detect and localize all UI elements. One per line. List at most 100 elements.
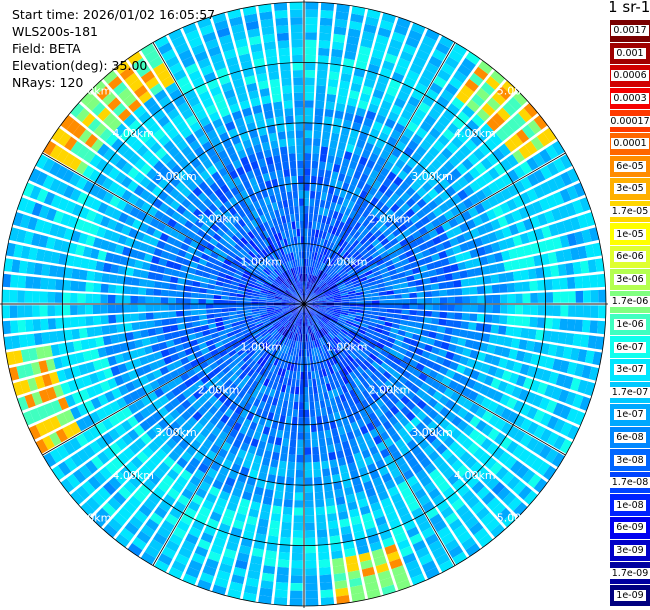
range-gate-cell: [288, 314, 294, 321]
range-gate-cell: [366, 395, 375, 405]
range-gate-cell: [304, 115, 313, 123]
range-gate-cell: [266, 371, 273, 380]
range-gate-cell: [304, 304, 307, 312]
range-gate-cell: [488, 414, 500, 427]
range-gate-cell: [349, 248, 358, 256]
range-gate-cell: [268, 315, 277, 320]
range-gate-cell: [232, 159, 242, 170]
range-gate-cell: [161, 282, 170, 290]
range-gate-cell: [189, 139, 201, 151]
range-gate-cell: [560, 291, 569, 303]
range-gate-cell: [139, 130, 152, 144]
range-gate-cell: [133, 510, 148, 524]
range-gate-cell: [145, 372, 156, 383]
range-gate-cell: [304, 153, 312, 161]
range-gate-cell: [383, 357, 393, 366]
range-gate-cell: [508, 223, 520, 236]
range-gate-cell: [492, 205, 504, 218]
range-gate-cell: [311, 325, 315, 333]
range-gate-cell: [276, 359, 283, 368]
range-gate-cell: [361, 228, 370, 237]
range-gate-cell: [351, 592, 366, 603]
range-gate-cell: [153, 532, 167, 546]
range-gate-cell: [189, 457, 201, 469]
colorbar-level: 6e-07: [610, 335, 650, 358]
range-gate-cell: [197, 462, 209, 474]
azimuth-spoke: [152, 42, 305, 305]
range-gate-cell: [298, 266, 301, 275]
range-gate-cell: [180, 127, 193, 139]
range-gate-cell: [36, 188, 49, 203]
range-gate-cell: [282, 320, 289, 327]
range-gate-cell: [400, 513, 413, 525]
range-gate-cell: [366, 377, 375, 386]
range-gate-cell: [415, 49, 430, 62]
range-gate-cell: [227, 588, 242, 600]
range-gate-cell: [393, 339, 403, 347]
range-gate-cell: [191, 494, 204, 506]
range-gate-cell: [169, 188, 180, 199]
range-gate-cell: [245, 267, 254, 274]
range-gate-cell: [279, 335, 285, 344]
range-gate-cell: [374, 408, 384, 418]
range-gate-cell: [114, 375, 125, 386]
range-gate-cell: [498, 239, 508, 251]
range-gate-cell: [393, 176, 404, 187]
range-gate-cell: [123, 481, 137, 494]
range-gate-cell: [169, 420, 181, 432]
range-gate-cell: [291, 416, 298, 425]
range-gate-cell: [28, 247, 38, 261]
range-gate-cell: [445, 369, 456, 379]
range-gate-cell: [271, 251, 278, 260]
range-gate-cell: [294, 317, 299, 326]
range-gate-cell: [269, 316, 277, 321]
range-gate-cell: [273, 155, 281, 164]
range-gate-cell: [70, 140, 84, 155]
range-gate-cell: [334, 305, 342, 308]
range-gate-cell: [481, 102, 496, 117]
range-gate-cell: [452, 43, 468, 57]
range-gate-cell: [338, 221, 345, 230]
range-gate-cell: [313, 393, 319, 402]
range-gate-cell: [300, 364, 304, 372]
range-gate-cell: [364, 231, 374, 240]
range-gate-cell: [595, 336, 605, 350]
range-gate-cell: [424, 114, 437, 127]
range-gate-cell: [390, 405, 400, 416]
range-gate-cell: [123, 313, 132, 323]
range-gate-cell: [352, 75, 364, 85]
range-gate-cell: [242, 459, 252, 469]
range-gate-cell: [319, 582, 333, 591]
range-gate-cell: [435, 373, 445, 383]
range-gate-cell: [371, 292, 379, 297]
range-gate-cell: [281, 153, 289, 163]
range-gate-cell: [301, 356, 304, 365]
range-gate-cell: [188, 214, 198, 224]
range-gate-cell: [407, 321, 416, 327]
range-gate-cell: [266, 298, 275, 301]
range-gate-cell: [186, 192, 197, 203]
range-gate-cell: [507, 169, 520, 183]
range-gate-cell: [154, 387, 165, 398]
range-gate-cell: [266, 308, 275, 312]
range-gate-cell: [318, 392, 324, 401]
range-gate-cell: [45, 207, 57, 222]
range-gate-cell: [289, 300, 297, 303]
range-gate-cell: [437, 461, 450, 474]
range-gate-cell: [317, 55, 329, 64]
range-gate-cell: [364, 456, 374, 466]
range-gate-cell: [70, 292, 78, 303]
ring-label: 5.00km: [70, 512, 112, 525]
range-gate-cell: [284, 108, 294, 117]
range-gate-cell: [519, 363, 530, 376]
range-gate-cell: [344, 207, 352, 217]
range-gate-cell: [304, 213, 309, 221]
range-gate-cell: [353, 146, 363, 156]
range-gate-cell: [327, 332, 335, 340]
range-gate-cell: [82, 246, 93, 258]
range-gate-cell: [395, 390, 405, 400]
range-gate-cell: [325, 308, 334, 312]
range-gate-cell: [241, 107, 253, 117]
range-gate-cell: [76, 108, 90, 123]
range-gate-cell: [409, 169, 420, 180]
